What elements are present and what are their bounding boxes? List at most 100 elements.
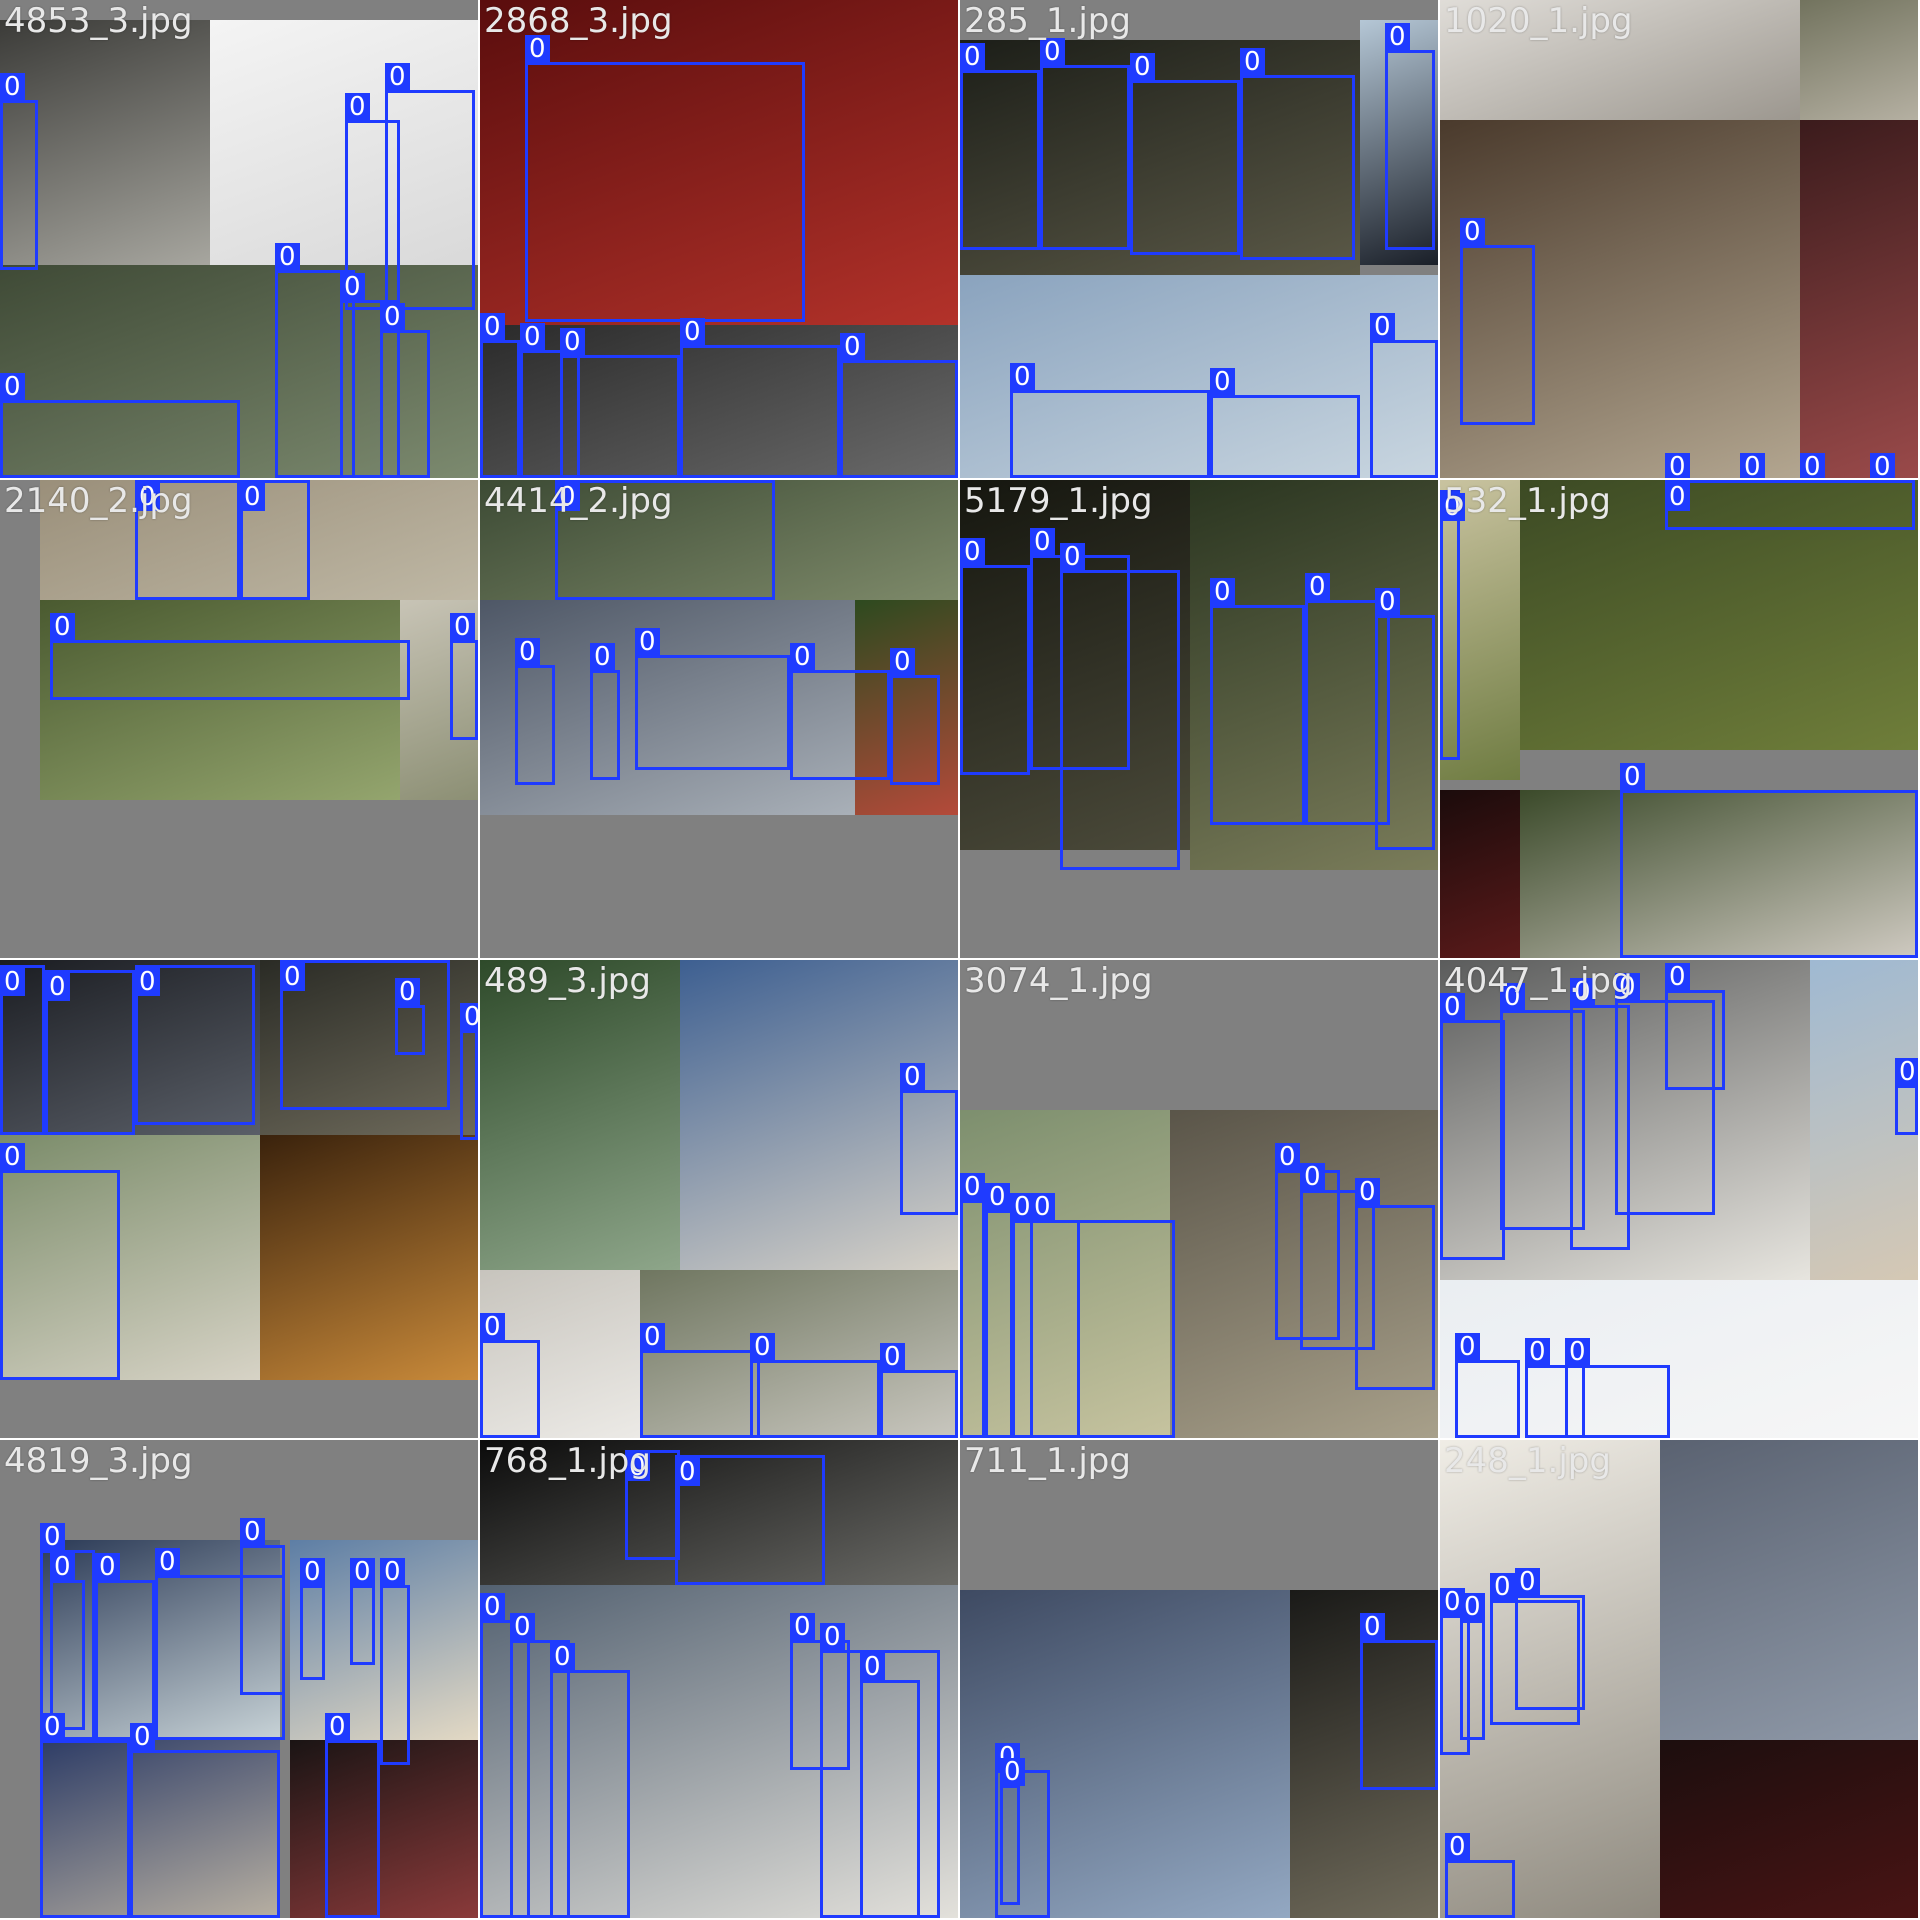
detection-label: 0: [1030, 1193, 1055, 1221]
detection-box: 0: [1895, 1058, 1918, 1135]
detection-box: 0: [625, 1450, 680, 1560]
photo-region: [1660, 1740, 1918, 1918]
detection-box: 0: [1440, 993, 1505, 1260]
detection-label: 0: [40, 1713, 65, 1741]
photo-region: [40, 1740, 280, 1918]
detection-label: 0: [240, 1518, 265, 1546]
photo-region: [260, 1135, 478, 1380]
detection-box: 0: [300, 1558, 325, 1680]
detection-box: 0: [380, 1558, 410, 1765]
detection-label: 0: [1370, 313, 1395, 341]
detection-label: 0: [1895, 1058, 1918, 1086]
detection-label: 0: [0, 73, 25, 101]
tile-filename: 4047_1.jpg: [1444, 961, 1633, 1001]
detection-box: 0: [1040, 38, 1130, 250]
detection-label: 0: [840, 333, 865, 361]
detection-box: 0: [1385, 23, 1435, 250]
tile-filename: 532_1.jpg: [1444, 481, 1611, 521]
detection-label: 0: [1305, 573, 1330, 601]
detection-label: 0: [1740, 453, 1765, 478]
detection-box: 0: [1370, 313, 1438, 478]
detection-label: 0: [1870, 453, 1895, 478]
mosaic-tile: 0 0 0 0 0 0 0 0 0 0 0 4819_3.jpg: [0, 1440, 478, 1918]
detection-box: 0: [450, 613, 478, 740]
detection-label: 0: [640, 1323, 665, 1351]
detection-box: 0: [880, 1343, 958, 1438]
detection-box: 0: [555, 480, 775, 600]
detection-label: 0: [50, 1553, 75, 1581]
detection-box: 0: [1355, 1178, 1435, 1390]
detection-label: 0: [280, 963, 305, 991]
mosaic-tile: 0 0 0 0 0 0 0 0 768_1.jpg: [480, 1440, 958, 1918]
detection-label: 0: [1500, 983, 1525, 1011]
detection-label: 0: [555, 483, 580, 511]
detection-label: 0: [480, 1593, 505, 1621]
detection-box: 0: [40, 1523, 95, 1740]
detection-box: 0: [525, 35, 805, 322]
detection-box: 0: [130, 1723, 280, 1918]
detection-box: 0: [135, 965, 255, 1125]
detection-label: 0: [635, 628, 660, 656]
detection-label: 0: [1240, 48, 1265, 76]
detection-box: 0: [750, 1333, 880, 1438]
detection-box: 0: [385, 63, 475, 310]
detection-box: 0: [40, 1713, 130, 1918]
detection-box: 0: [460, 1003, 478, 1140]
photo-region: [1520, 480, 1918, 750]
detection-label: 0: [590, 643, 615, 671]
photo-region: [1810, 960, 1918, 1280]
detection-label: 0: [450, 613, 475, 641]
detection-box: 0: [675, 1455, 825, 1585]
detection-box: 0: [890, 648, 940, 785]
mosaic-tile: 0 0 0 532_1.jpg: [1440, 480, 1918, 958]
tile-filename: 768_1.jpg: [484, 1441, 651, 1481]
detection-box: 0: [1460, 218, 1535, 425]
detection-box: 0: [1010, 363, 1210, 478]
photo-region: [40, 600, 400, 800]
detection-box: 0: [1490, 1573, 1580, 1725]
detection-box: 0: [240, 480, 310, 600]
mosaic-tile: 0 0 0 0 2140_2.jpg: [0, 480, 478, 958]
photo-region: [480, 960, 680, 1270]
detection-box: 0: [1375, 588, 1435, 850]
detection-label: 0: [135, 968, 160, 996]
detection-box: 0: [590, 643, 620, 780]
detection-label: 0: [1010, 363, 1035, 391]
detection-label: 0: [1665, 453, 1690, 478]
detection-label: 0: [1570, 978, 1595, 1006]
detection-label: 0: [1525, 1338, 1550, 1366]
detection-label: 0: [560, 328, 585, 356]
detection-box: 0: [45, 970, 135, 1135]
detection-box: 0: [0, 1143, 120, 1380]
tile-filename: 4819_3.jpg: [4, 1441, 193, 1481]
detection-box: 0: [640, 1323, 760, 1438]
detection-label: 0: [1615, 973, 1640, 1001]
mosaic-tile: 0 0 0 0 0 248_1.jpg: [1440, 1440, 1918, 1918]
detection-label: 0: [510, 1613, 535, 1641]
detection-box: 0: [0, 73, 38, 270]
mosaic-tile: 0 0 0 0 0 489_3.jpg: [480, 960, 958, 1438]
detection-label: 0: [790, 643, 815, 671]
detection-box: 0: [1500, 983, 1585, 1230]
detection-label: 0: [820, 1623, 845, 1651]
photo-region: [480, 1270, 640, 1438]
detection-box: 0: [900, 1063, 958, 1215]
tile-filename: 1020_1.jpg: [1444, 1, 1633, 41]
detection-label: 0: [675, 1458, 700, 1486]
photo-region: [210, 20, 478, 265]
detection-box: 0: [960, 538, 1030, 775]
detection-box: 0: [1570, 978, 1630, 1250]
tile-filename: 248_1.jpg: [1444, 1441, 1611, 1481]
detection-label: 0: [880, 1343, 905, 1371]
detection-label: 0: [0, 968, 25, 996]
mosaic-tile: 0 0 0 0 0 0 0 0 285_1.jpg: [960, 0, 1438, 478]
mosaic-tile: 0 0 0 0 0 0 4414_2.jpg: [480, 480, 958, 958]
photo-region: [1520, 790, 1918, 958]
detection-box: 0: [395, 978, 425, 1055]
detection-label: 0: [1515, 1568, 1540, 1596]
detection-box: 0: [1300, 1163, 1375, 1350]
tile-filename: 3074_1.jpg: [964, 961, 1153, 1001]
detection-label: 0: [50, 613, 75, 641]
detection-box: 0: [520, 323, 580, 478]
photo-region: [1440, 790, 1520, 958]
